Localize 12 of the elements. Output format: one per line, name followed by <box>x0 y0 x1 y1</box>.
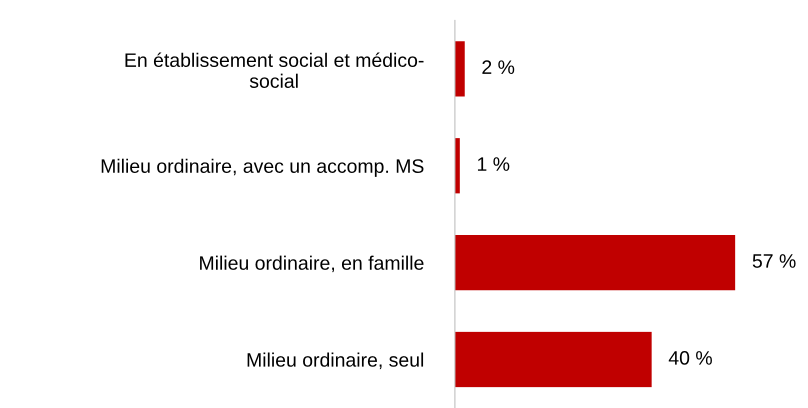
y-tick-label: Milieu ordinaire, avec un accomp. MS <box>102 158 424 177</box>
data-label: 57 % <box>752 254 796 268</box>
y-tick-label: Milieu ordinaire, seul <box>248 352 424 370</box>
y-tick-label: En établissement social et médico-social <box>126 52 424 88</box>
y-tick-label: Milieu ordinaire, en famille <box>200 256 424 272</box>
data-label: 40 % <box>668 351 712 365</box>
bar <box>454 332 652 388</box>
bar <box>454 138 460 194</box>
bar <box>454 41 465 96</box>
data-label: 1 % <box>478 157 510 171</box>
bar <box>454 235 736 290</box>
data-label: 2 % <box>482 60 514 74</box>
